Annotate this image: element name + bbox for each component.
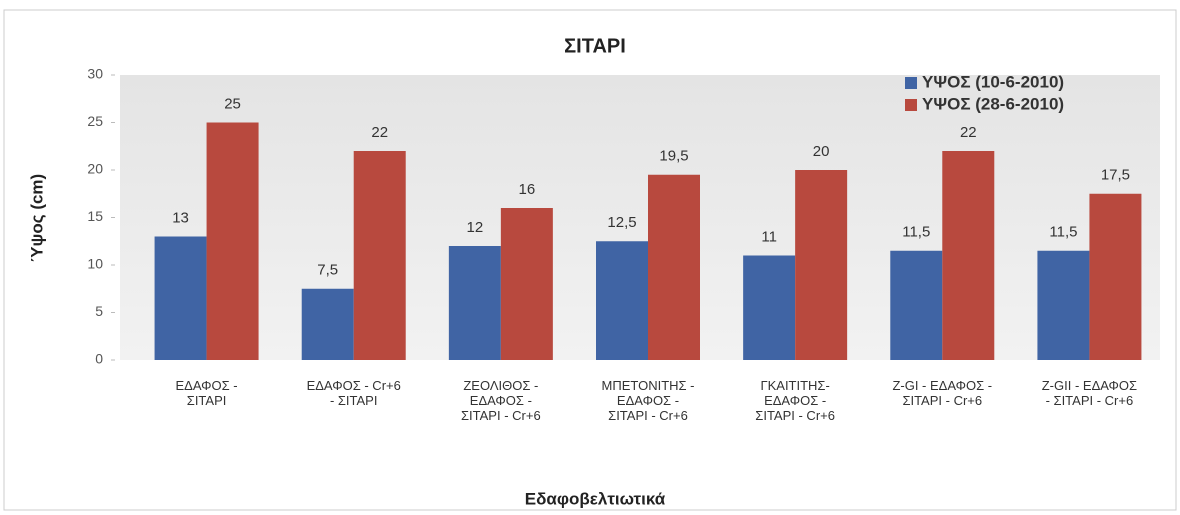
y-tick-label: 30 [87,66,103,82]
data-label: 11,5 [902,224,930,241]
data-label: 16 [519,181,536,198]
data-label: 13 [172,209,189,226]
y-tick-label: 10 [87,256,103,272]
bar [500,208,553,360]
frame [3,9,1177,511]
legend-swatch [905,77,917,89]
data-label: 12 [467,219,484,236]
bar [1089,193,1142,360]
data-label: 17,5 [1101,167,1130,184]
chart-title: ΣΙΤΑΡΙ [564,35,626,57]
bar [942,151,995,360]
legend-label: ΥΨΟΣ (10-6-2010) [922,72,1064,91]
y-tick-label: 20 [87,161,103,177]
y-tick-label: 15 [87,208,103,224]
data-label: 19,5 [659,148,688,165]
x-tick-label: ΓΚΑΙΤΙΤΗΣ- ΕΔΑΦΟΣ - ΣΙΤΑΡΙ - Cr+6 [755,378,835,423]
bar [743,255,796,360]
x-tick-label: Z-GII - ΕΔΑΦΟΣ - ΣΙΤΑΡΙ - Cr+6 [1041,378,1138,408]
bar [795,170,848,360]
y-tick-label: 25 [87,113,103,129]
x-tick-label: ΕΔΑΦΟΣ - Cr+6 - ΣΙΤΑΡΙ [306,378,401,408]
x-tick-label: ΖΕΟΛΙΘΟΣ - ΕΔΑΦΟΣ - ΣΙΤΑΡΙ - Cr+6 [461,378,541,423]
bar [648,174,700,360]
legend-label: ΥΨΟΣ (28-6-2010) [922,94,1064,113]
y-tick-label: 0 [95,351,103,367]
bar [890,250,943,360]
data-label: 12,5 [607,214,636,231]
x-tick-label: Z-GI - ΕΔΑΦΟΣ - ΣΙΤΑΡΙ - Cr+6 [892,378,993,408]
y-tick-label: 5 [95,303,103,319]
bar [448,246,501,360]
bar [353,151,406,360]
legend-swatch [905,99,917,111]
data-label: 22 [960,124,977,141]
bar [301,288,354,360]
y-axis-title: Ύψος (cm) [27,174,46,262]
data-label: 25 [224,95,241,112]
data-label: 11 [761,228,777,245]
x-axis-title: Εδαφοβελτιωτικά [525,489,666,508]
bar [154,236,207,360]
data-label: 11,5 [1049,224,1077,241]
bar [206,122,259,360]
data-label: 22 [371,124,388,141]
data-label: 20 [813,143,830,160]
data-label: 7,5 [317,262,338,279]
bar [1037,250,1090,360]
x-tick-label: ΜΠΕΤΟΝΙΤΗΣ - ΕΔΑΦΟΣ - ΣΙΤΑΡΙ - Cr+6 [601,378,695,423]
bar [596,241,648,360]
x-tick-label: ΕΔΑΦΟΣ - ΣΙΤΑΡΙ [175,378,238,408]
